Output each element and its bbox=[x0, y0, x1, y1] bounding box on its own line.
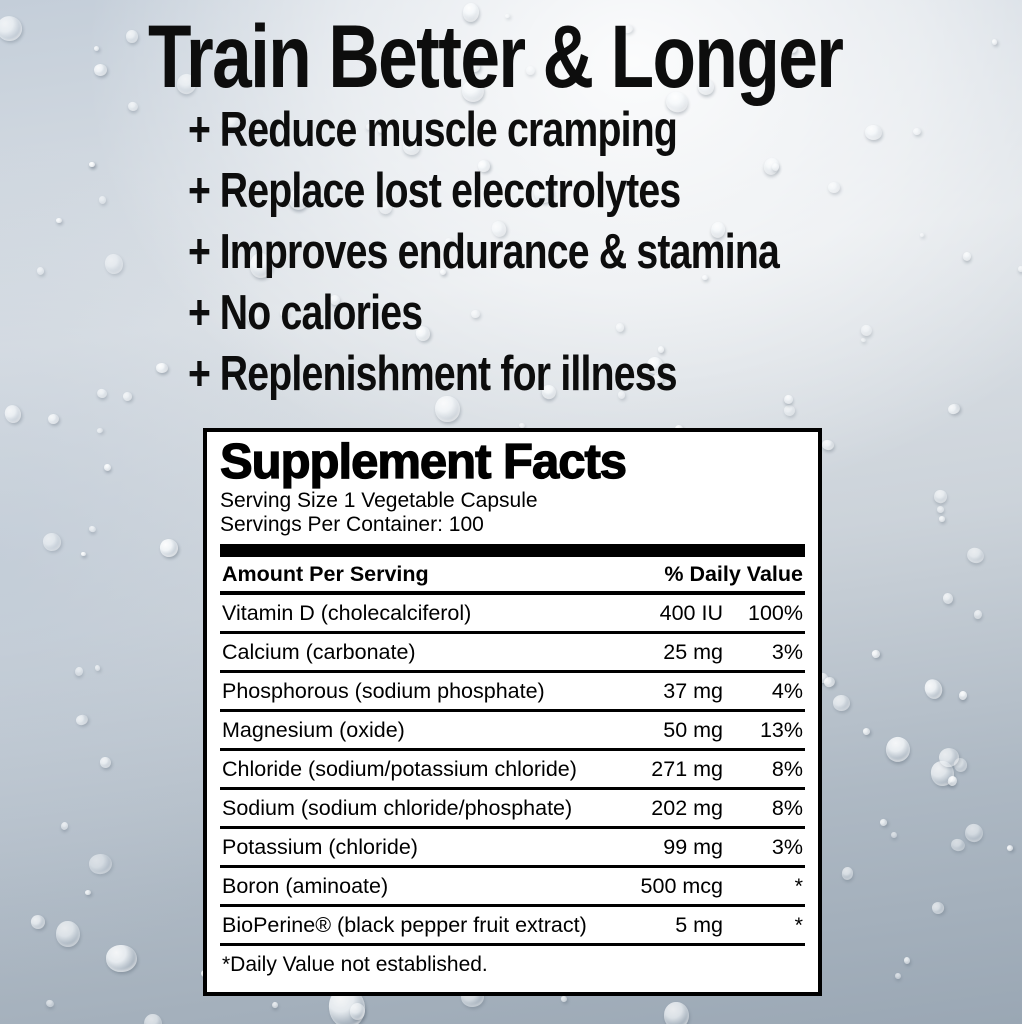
benefit-item: + No calories bbox=[188, 283, 927, 344]
nutrient-name: Phosphorous (sodium phosphate) bbox=[222, 678, 545, 703]
nutrient-name: Sodium (sodium chloride/phosphate) bbox=[222, 795, 573, 820]
column-amount-per-serving: Amount Per Serving bbox=[222, 561, 429, 586]
nutrient-name: Potassium (chloride) bbox=[222, 834, 418, 859]
plus-icon: + bbox=[188, 225, 211, 279]
nutrient-table: Vitamin D (cholecalciferol) 400 IU 100% … bbox=[220, 595, 805, 946]
benefit-text: No calories bbox=[219, 286, 423, 340]
nutrient-row: Calcium (carbonate) 25 mg 3% bbox=[220, 634, 805, 673]
nutrient-daily-value: 8% bbox=[771, 756, 803, 781]
nutrient-row: Potassium (chloride) 99 mg 3% bbox=[220, 829, 805, 868]
nutrient-row: Chloride (sodium/potassium chloride) 271… bbox=[220, 751, 805, 790]
benefit-text: Replace lost elecctrolytes bbox=[219, 164, 682, 218]
headline-title: Train Better & Longer bbox=[148, 6, 1016, 106]
nutrient-amount: 202 mg bbox=[651, 795, 723, 820]
nutrient-name: Boron (aminoate) bbox=[222, 873, 389, 898]
nutrient-row: Vitamin D (cholecalciferol) 400 IU 100% bbox=[220, 595, 805, 634]
supplement-facts-title: Supplement Facts bbox=[219, 435, 627, 489]
nutrient-amount: 271 mg bbox=[651, 756, 723, 781]
nutrient-row: Magnesium (oxide) 50 mg 13% bbox=[220, 712, 805, 751]
nutrient-row: Sodium (sodium chloride/phosphate) 202 m… bbox=[220, 790, 805, 829]
plus-icon: + bbox=[188, 286, 211, 340]
benefit-item: + Reduce muscle cramping bbox=[188, 100, 927, 161]
plus-icon: + bbox=[188, 103, 211, 157]
benefit-text: Replenishment for illness bbox=[219, 347, 678, 401]
benefit-text: Improves endurance & stamina bbox=[219, 225, 780, 279]
nutrient-daily-value: 8% bbox=[771, 795, 803, 820]
servings-per-container: Servings Per Container: 100 bbox=[220, 512, 484, 536]
benefit-item: + Replace lost elecctrolytes bbox=[188, 161, 927, 222]
nutrient-amount: 50 mg bbox=[663, 717, 723, 742]
nutrient-amount: 25 mg bbox=[663, 639, 723, 664]
plus-icon: + bbox=[188, 164, 211, 218]
nutrient-row: Boron (aminoate) 500 mcg * bbox=[220, 868, 805, 907]
nutrient-daily-value: * bbox=[794, 873, 803, 898]
nutrient-amount: 99 mg bbox=[663, 834, 723, 859]
nutrient-daily-value: 4% bbox=[771, 678, 803, 703]
supplement-facts-panel: Supplement Facts Serving Size 1 Vegetabl… bbox=[203, 428, 822, 996]
nutrient-name: Vitamin D (cholecalciferol) bbox=[222, 600, 472, 625]
table-column-header: Amount Per Serving % Daily Value bbox=[220, 557, 805, 595]
water-droplet bbox=[81, 551, 86, 556]
nutrient-row: BioPerine® (black pepper fruit extract) … bbox=[220, 907, 805, 946]
nutrient-daily-value: * bbox=[794, 912, 803, 937]
nutrient-amount: 5 mg bbox=[675, 912, 723, 937]
nutrient-name: Calcium (carbonate) bbox=[222, 639, 416, 664]
serving-size: Serving Size 1 Vegetable Capsule bbox=[220, 488, 538, 512]
nutrient-daily-value: 3% bbox=[771, 834, 803, 859]
daily-value-footnote: *Daily Value not established. bbox=[222, 952, 488, 976]
benefit-item: + Replenishment for illness bbox=[188, 344, 927, 405]
nutrient-row: Phosphorous (sodium phosphate) 37 mg 4% bbox=[220, 673, 805, 712]
plus-icon: + bbox=[188, 347, 211, 401]
column-daily-value: % Daily Value bbox=[664, 561, 803, 586]
water-droplet bbox=[938, 516, 945, 522]
headline-title-text: Train Better & Longer bbox=[148, 6, 844, 106]
nutrient-daily-value: 3% bbox=[771, 639, 803, 664]
divider-thick-bar bbox=[220, 543, 805, 557]
nutrient-name: Chloride (sodium/potassium chloride) bbox=[222, 756, 577, 781]
nutrient-amount: 400 IU bbox=[659, 600, 723, 625]
benefit-item: + Improves endurance & stamina bbox=[188, 222, 927, 283]
benefit-text: Reduce muscle cramping bbox=[219, 103, 678, 157]
nutrient-daily-value: 13% bbox=[759, 717, 803, 742]
nutrient-amount: 500 mcg bbox=[640, 873, 723, 898]
nutrient-name: Magnesium (oxide) bbox=[222, 717, 405, 742]
nutrient-daily-value: 100% bbox=[748, 600, 803, 625]
nutrient-amount: 37 mg bbox=[663, 678, 723, 703]
benefits-list: + Reduce muscle cramping + Replace lost el… bbox=[188, 100, 927, 405]
nutrient-name: BioPerine® (black pepper fruit extract) bbox=[222, 912, 587, 937]
